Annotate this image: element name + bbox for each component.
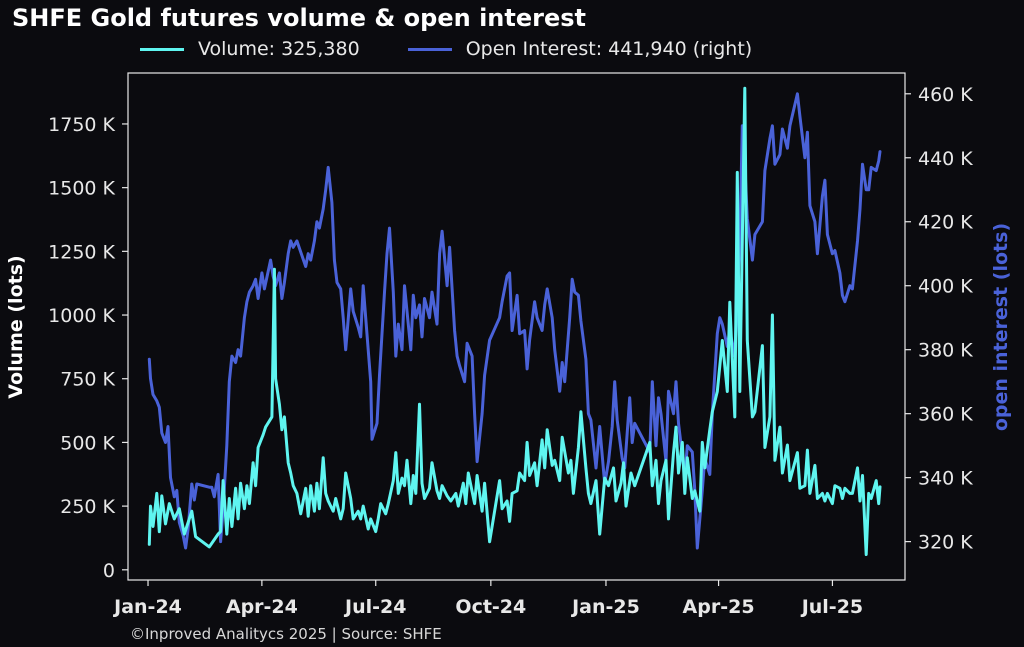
legend-swatch-open-interest <box>407 47 452 51</box>
y-tick-label: 500 K <box>60 432 115 454</box>
legend: Volume: 325,380 Open Interest: 441,940 (… <box>140 38 752 60</box>
y-tick-label: 0 <box>103 560 115 582</box>
x-tick-label: Jul-24 <box>343 596 406 618</box>
y2-tick-label: 320 K <box>918 532 973 554</box>
x-tick-label: Jan-24 <box>112 596 182 618</box>
x-tick-label: Jul-25 <box>800 596 863 618</box>
y-tick-label: 1500 K <box>48 178 115 200</box>
y2-tick-label: 340 K <box>918 468 973 490</box>
y2-tick-label: 380 K <box>918 340 973 362</box>
y2-tick-label: 420 K <box>918 212 973 234</box>
y2-tick-label: 440 K <box>918 148 973 170</box>
y-tick-label: 250 K <box>60 496 115 518</box>
footer-credit: ©Inproved Analitycs 2025 | Source: SHFE <box>130 625 442 643</box>
y2-tick-label: 360 K <box>918 404 973 426</box>
legend-item-open-interest: Open Interest: 441,940 (right) <box>407 38 753 60</box>
x-tick-label: Jan-25 <box>570 596 640 618</box>
legend-label-open-interest: Open Interest: 441,940 (right) <box>465 38 753 60</box>
y-axis-right: 320 K 340 K 360 K 380 K 400 K 420 K 440 K 460 K <box>905 84 973 554</box>
chart-title: SHFE Gold futures volume & open interest <box>12 4 586 32</box>
y-tick-label: 1750 K <box>48 114 115 136</box>
y-axis-left: 0 250 K 500 K 750 K 1000 K 1250 K 1500 K 1750 K <box>48 114 128 582</box>
legend-label-volume: Volume: 325,380 <box>198 38 360 60</box>
x-tick-label: Apr-24 <box>226 596 298 618</box>
legend-item-volume: Volume: 325,380 <box>140 38 360 60</box>
legend-swatch-volume <box>140 47 184 51</box>
y-tick-label: 1000 K <box>48 305 115 327</box>
plot-frame <box>127 72 906 581</box>
y-tick-label: 750 K <box>60 369 115 391</box>
y2-axis-title: open interest (lots) <box>990 223 1012 431</box>
series-group <box>147 86 882 556</box>
x-tick-label: Oct-24 <box>455 596 526 618</box>
y-tick-label: 1250 K <box>48 241 115 263</box>
series-line-open-interest <box>147 92 882 550</box>
y-axis-title: Volume (lots) <box>5 255 27 398</box>
x-tick-label: Apr-25 <box>683 596 755 618</box>
series-line-volume <box>147 86 882 556</box>
x-axis: Jan-24 Apr-24 Jul-24 Oct-24 Jan-25 Apr-25 Jul-… <box>112 580 863 618</box>
y2-tick-label: 460 K <box>918 84 973 106</box>
y2-tick-label: 400 K <box>918 276 973 298</box>
